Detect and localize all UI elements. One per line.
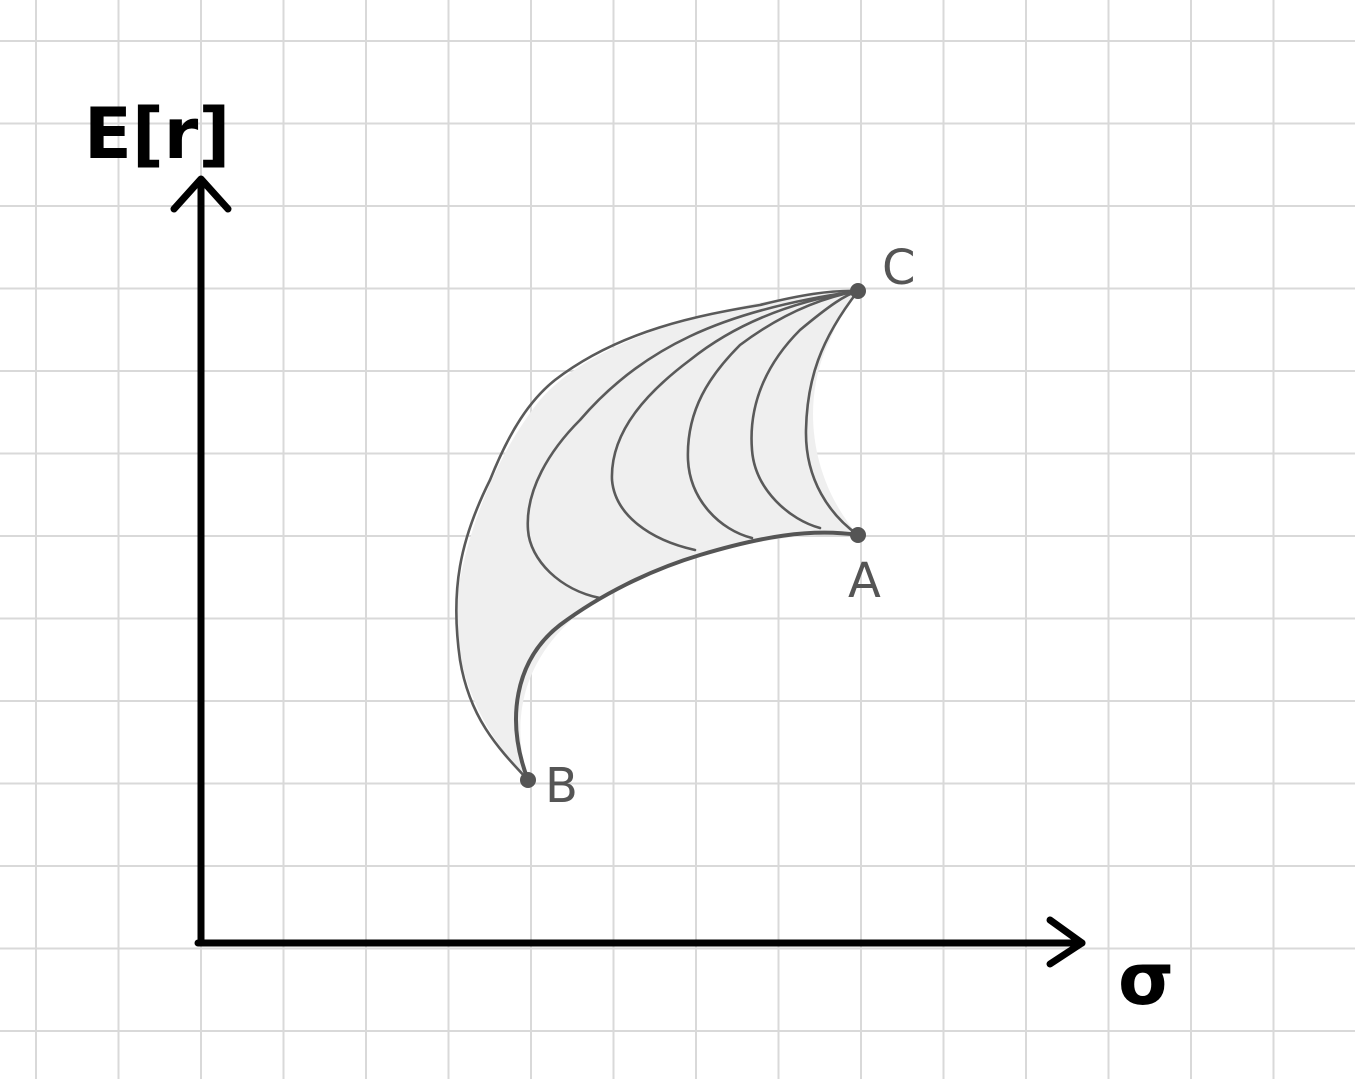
y-axis-label: E[r] bbox=[84, 93, 230, 175]
x-axis-label: σ bbox=[1118, 937, 1174, 1021]
point-a-label: A bbox=[848, 553, 881, 609]
point-a-marker bbox=[850, 527, 866, 543]
combination-curve-5 bbox=[804, 289, 860, 537]
outer-boundary-curve bbox=[455, 289, 860, 782]
point-c-marker bbox=[850, 283, 866, 299]
combination-curve-4 bbox=[750, 289, 860, 530]
combination-curve-1 bbox=[526, 289, 860, 600]
combination-curve-2 bbox=[610, 289, 860, 552]
combination-curve-3 bbox=[686, 289, 860, 540]
y-axis-arrowhead bbox=[170, 175, 232, 213]
point-b-marker bbox=[520, 772, 536, 788]
point-c-label: C bbox=[882, 240, 916, 296]
x-axis-arrowhead bbox=[1046, 916, 1086, 968]
point-b-label: B bbox=[545, 758, 578, 814]
minimum-variance-boundary bbox=[514, 530, 860, 782]
